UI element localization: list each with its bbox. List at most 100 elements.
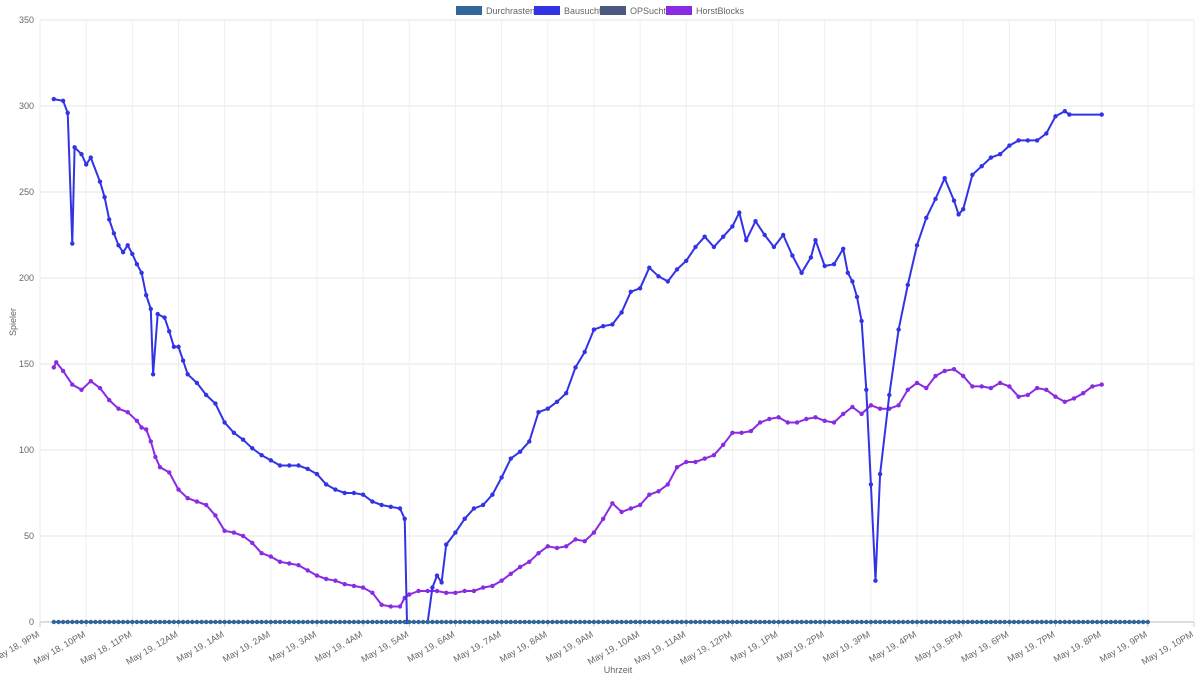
data-point[interactable] (476, 619, 481, 625)
data-point[interactable] (314, 573, 320, 578)
data-point[interactable] (739, 619, 744, 625)
data-point[interactable] (374, 619, 380, 625)
data-point[interactable] (896, 619, 901, 625)
data-point[interactable] (739, 430, 744, 435)
data-point[interactable] (504, 619, 509, 625)
data-point[interactable] (873, 578, 878, 583)
data-point[interactable] (979, 619, 984, 625)
data-point[interactable] (610, 501, 615, 506)
data-point[interactable] (674, 267, 680, 272)
data-point[interactable] (231, 530, 237, 535)
data-point[interactable] (227, 619, 232, 625)
data-point[interactable] (434, 619, 440, 625)
data-point[interactable] (868, 619, 874, 625)
data-point[interactable] (933, 373, 938, 379)
data-point[interactable] (360, 585, 366, 590)
data-point[interactable] (674, 465, 680, 470)
data-point[interactable] (527, 559, 532, 564)
data-point[interactable] (148, 439, 153, 444)
data-point[interactable] (559, 619, 564, 625)
data-point[interactable] (70, 382, 75, 387)
data-point[interactable] (794, 420, 800, 425)
data-point[interactable] (277, 463, 283, 468)
data-point[interactable] (356, 619, 361, 625)
data-point[interactable] (1104, 619, 1109, 625)
data-point[interactable] (536, 410, 541, 415)
data-point[interactable] (342, 619, 347, 625)
data-point[interactable] (213, 513, 218, 518)
data-point[interactable] (974, 619, 980, 625)
legend-label[interactable]: Durchrasten (486, 6, 535, 16)
data-point[interactable] (342, 490, 347, 496)
data-point[interactable] (979, 164, 984, 169)
data-point[interactable] (185, 372, 190, 377)
data-point[interactable] (725, 619, 730, 625)
data-point[interactable] (997, 619, 1003, 625)
data-point[interactable] (744, 619, 749, 625)
data-point[interactable] (799, 270, 804, 275)
data-point[interactable] (1113, 619, 1118, 625)
data-point[interactable] (637, 619, 643, 625)
data-point[interactable] (813, 415, 818, 420)
data-point[interactable] (647, 265, 652, 270)
data-point[interactable] (296, 619, 301, 625)
data-point[interactable] (116, 243, 121, 248)
data-point[interactable] (1007, 384, 1012, 389)
data-point[interactable] (1016, 138, 1021, 143)
legend-swatch-opsucht[interactable] (600, 6, 626, 15)
data-point[interactable] (236, 619, 241, 625)
data-point[interactable] (370, 590, 375, 595)
data-point[interactable] (961, 207, 966, 212)
data-point[interactable] (93, 619, 98, 625)
data-point[interactable] (661, 619, 666, 625)
legend-swatch-durchrasten[interactable] (456, 6, 482, 15)
data-point[interactable] (1099, 619, 1104, 625)
data-point[interactable] (54, 360, 59, 365)
data-point[interactable] (882, 619, 887, 625)
data-point[interactable] (222, 420, 227, 425)
data-point[interactable] (88, 155, 94, 160)
data-point[interactable] (240, 437, 246, 442)
data-point[interactable] (402, 619, 407, 625)
data-point[interactable] (388, 604, 393, 609)
data-point[interactable] (744, 238, 749, 243)
data-point[interactable] (914, 243, 920, 248)
data-point[interactable] (393, 619, 398, 625)
data-point[interactable] (51, 365, 56, 370)
data-point[interactable] (1044, 131, 1049, 136)
data-point[interactable] (564, 391, 569, 396)
data-point[interactable] (333, 619, 338, 625)
data-point[interactable] (1025, 138, 1031, 143)
data-point[interactable] (702, 234, 707, 239)
data-point[interactable] (1071, 396, 1077, 401)
data-point[interactable] (988, 619, 994, 625)
data-point[interactable] (790, 619, 795, 625)
data-point[interactable] (328, 619, 333, 625)
data-point[interactable] (291, 619, 297, 625)
data-point[interactable] (587, 619, 592, 625)
data-point[interactable] (351, 583, 357, 589)
data-point[interactable] (937, 619, 943, 625)
data-point[interactable] (804, 416, 809, 422)
data-point[interactable] (157, 465, 163, 470)
data-point[interactable] (642, 619, 647, 625)
data-point[interactable] (1021, 619, 1026, 625)
data-point[interactable] (877, 406, 883, 411)
data-point[interactable] (88, 379, 94, 384)
data-point[interactable] (70, 619, 75, 625)
data-point[interactable] (471, 619, 477, 625)
data-point[interactable] (171, 619, 177, 625)
data-point[interactable] (836, 619, 841, 625)
data-point[interactable] (1039, 619, 1044, 625)
data-point[interactable] (776, 415, 781, 420)
data-point[interactable] (56, 619, 61, 625)
data-point[interactable] (822, 263, 827, 269)
data-point[interactable] (859, 318, 864, 324)
data-point[interactable] (439, 580, 444, 585)
data-point[interactable] (180, 358, 186, 363)
data-point[interactable] (794, 619, 800, 625)
data-point[interactable] (250, 619, 255, 625)
data-point[interactable] (425, 588, 430, 594)
data-point[interactable] (767, 619, 772, 625)
data-point[interactable] (896, 327, 901, 332)
